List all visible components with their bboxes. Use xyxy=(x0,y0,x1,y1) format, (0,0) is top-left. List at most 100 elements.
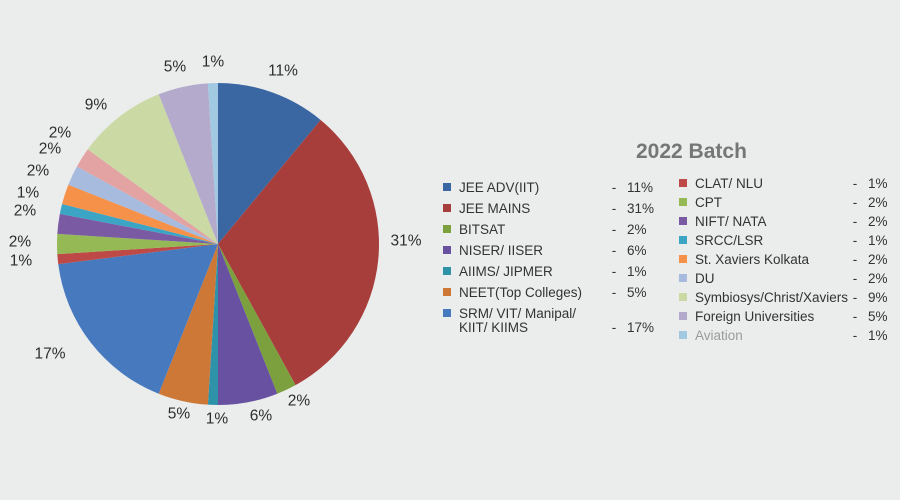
pie-slice xyxy=(62,184,219,244)
legend-item: CPT -2% xyxy=(679,196,900,210)
legend-label: Foreign Universities xyxy=(695,309,815,324)
legend-item: Aviation -1% xyxy=(679,329,900,343)
chart-title: 2022 Batch xyxy=(636,140,747,163)
pie-slice xyxy=(207,83,218,244)
legend-swatch xyxy=(679,293,687,301)
legend-value: 5% xyxy=(627,285,647,300)
legend-label: SRCC/LSR xyxy=(695,233,764,248)
legend-swatch xyxy=(679,255,687,263)
pie-slice-value-label: 5% xyxy=(168,406,191,423)
legend-swatch xyxy=(679,274,687,282)
pie-slice xyxy=(218,83,321,244)
legend-item: BITSAT -2% xyxy=(443,223,683,237)
legend-swatch xyxy=(443,267,451,275)
legend-label: SRM/ VIT/ Manipal/ KIIT/ KIIMS xyxy=(459,306,577,335)
legend-item: NEET(Top Colleges) -5% xyxy=(443,286,683,300)
pie-slice-value-label: 2% xyxy=(9,234,32,251)
legend-swatch xyxy=(443,204,451,212)
legend-swatch xyxy=(443,288,451,296)
pie-slice-value-label: 1% xyxy=(17,185,40,202)
legend-item: JEE MAINS -31% xyxy=(443,202,683,216)
legend-separator: - xyxy=(852,214,858,229)
legend-swatch xyxy=(443,246,451,254)
pie-slice xyxy=(218,244,278,405)
legend-separator: - xyxy=(852,328,858,343)
pie-slice xyxy=(218,244,296,394)
legend-separator: - xyxy=(852,290,858,305)
pie-slice xyxy=(57,213,218,244)
legend-value: 6% xyxy=(627,243,647,258)
pie-slice xyxy=(207,244,218,405)
legend-swatch xyxy=(679,198,687,206)
legend-item: CLAT/ NLU -1% xyxy=(679,177,900,191)
pie-slice-value-label: 11% xyxy=(268,63,298,80)
pie-slice-value-label: 2% xyxy=(14,203,37,220)
pie-slice xyxy=(68,166,218,244)
pie-slice-value-label: 31% xyxy=(390,233,421,250)
pie-slice xyxy=(57,233,219,255)
legend-label: Aviation xyxy=(695,328,743,343)
legend-separator: - xyxy=(611,180,617,195)
pie-slice-value-label: 9% xyxy=(85,97,108,114)
legend-item: SRM/ VIT/ Manipal/ KIIT/ KIIMS -17% xyxy=(443,307,683,335)
legend-value: 5% xyxy=(868,309,888,324)
legend-item: SRCC/LSR -1% xyxy=(679,234,900,248)
legend-value: 9% xyxy=(868,290,888,305)
legend-label: St. Xaviers Kolkata xyxy=(695,252,810,267)
legend-separator: - xyxy=(611,201,617,216)
pie-slice-value-label: 2% xyxy=(27,163,50,180)
legend-value: 1% xyxy=(868,176,888,191)
legend-separator: - xyxy=(611,243,617,258)
legend-value: 17% xyxy=(627,320,655,335)
legend-separator: - xyxy=(611,264,617,279)
legend-label: DU xyxy=(695,271,715,286)
legend-label: JEE ADV(IIT) xyxy=(459,180,540,195)
pie-slice-value-label: 2% xyxy=(49,125,72,142)
pie-slice xyxy=(158,244,218,405)
legend-value: 31% xyxy=(627,201,655,216)
pie-chart: 11%31%2%6%1%5%17%1%2%2%1%2%2%2%9%5% 1% xyxy=(9,54,422,428)
legend-column-left: JEE ADV(IIT) -11% JEE MAINS -31% BITSAT -2% NI… xyxy=(443,181,683,342)
legend-value: 2% xyxy=(868,271,888,286)
legend-label: JEE MAINS xyxy=(459,201,531,216)
legend-separator: - xyxy=(611,285,617,300)
legend-item: JEE ADV(IIT) -11% xyxy=(443,181,683,195)
legend-separator: - xyxy=(852,233,858,248)
legend-separator: - xyxy=(611,320,617,335)
pie-slice-value-label: 2% xyxy=(288,393,311,410)
legend-separator: - xyxy=(852,176,858,191)
legend-label: CLAT/ NLU xyxy=(695,176,764,191)
legend-value: 2% xyxy=(627,222,647,237)
legend-item: NISER/ IISER -6% xyxy=(443,244,683,258)
legend-separator: - xyxy=(852,271,858,286)
pie-slice-value-label: 2% xyxy=(39,141,62,158)
legend-value: 2% xyxy=(868,195,888,210)
legend-item: Symbiosys/Christ/Xaviers -9% xyxy=(679,291,900,305)
legend-value: 1% xyxy=(868,233,888,248)
legend-value: 1% xyxy=(627,264,647,279)
legend-item: St. Xaviers Kolkata -2% xyxy=(679,253,900,267)
legend-item: DU -2% xyxy=(679,272,900,286)
legend-swatch xyxy=(679,312,687,320)
legend-separator: - xyxy=(852,309,858,324)
pie-slice xyxy=(58,244,218,394)
legend-value: 2% xyxy=(868,214,888,229)
legend-swatch xyxy=(679,331,687,339)
pie-slice xyxy=(87,94,218,244)
pie-slice xyxy=(158,83,218,244)
legend-label: Symbiosys/Christ/Xaviers xyxy=(695,290,849,305)
legend-swatch xyxy=(679,217,687,225)
pie-slice xyxy=(76,149,218,244)
legend-value: 11% xyxy=(627,180,654,195)
legend-label: CPT xyxy=(695,195,722,210)
legend-separator: - xyxy=(852,195,858,210)
pie-slice-value-label: 1% xyxy=(202,54,225,71)
pie-slice xyxy=(57,244,218,265)
legend-swatch xyxy=(443,225,451,233)
legend-swatch xyxy=(679,179,687,187)
legend-label: NISER/ IISER xyxy=(459,243,544,258)
legend-item: AIIMS/ JIPMER -1% xyxy=(443,265,683,279)
legend-label: NIFT/ NATA xyxy=(695,214,767,229)
pie-slice-value-label: 5% xyxy=(164,59,187,76)
